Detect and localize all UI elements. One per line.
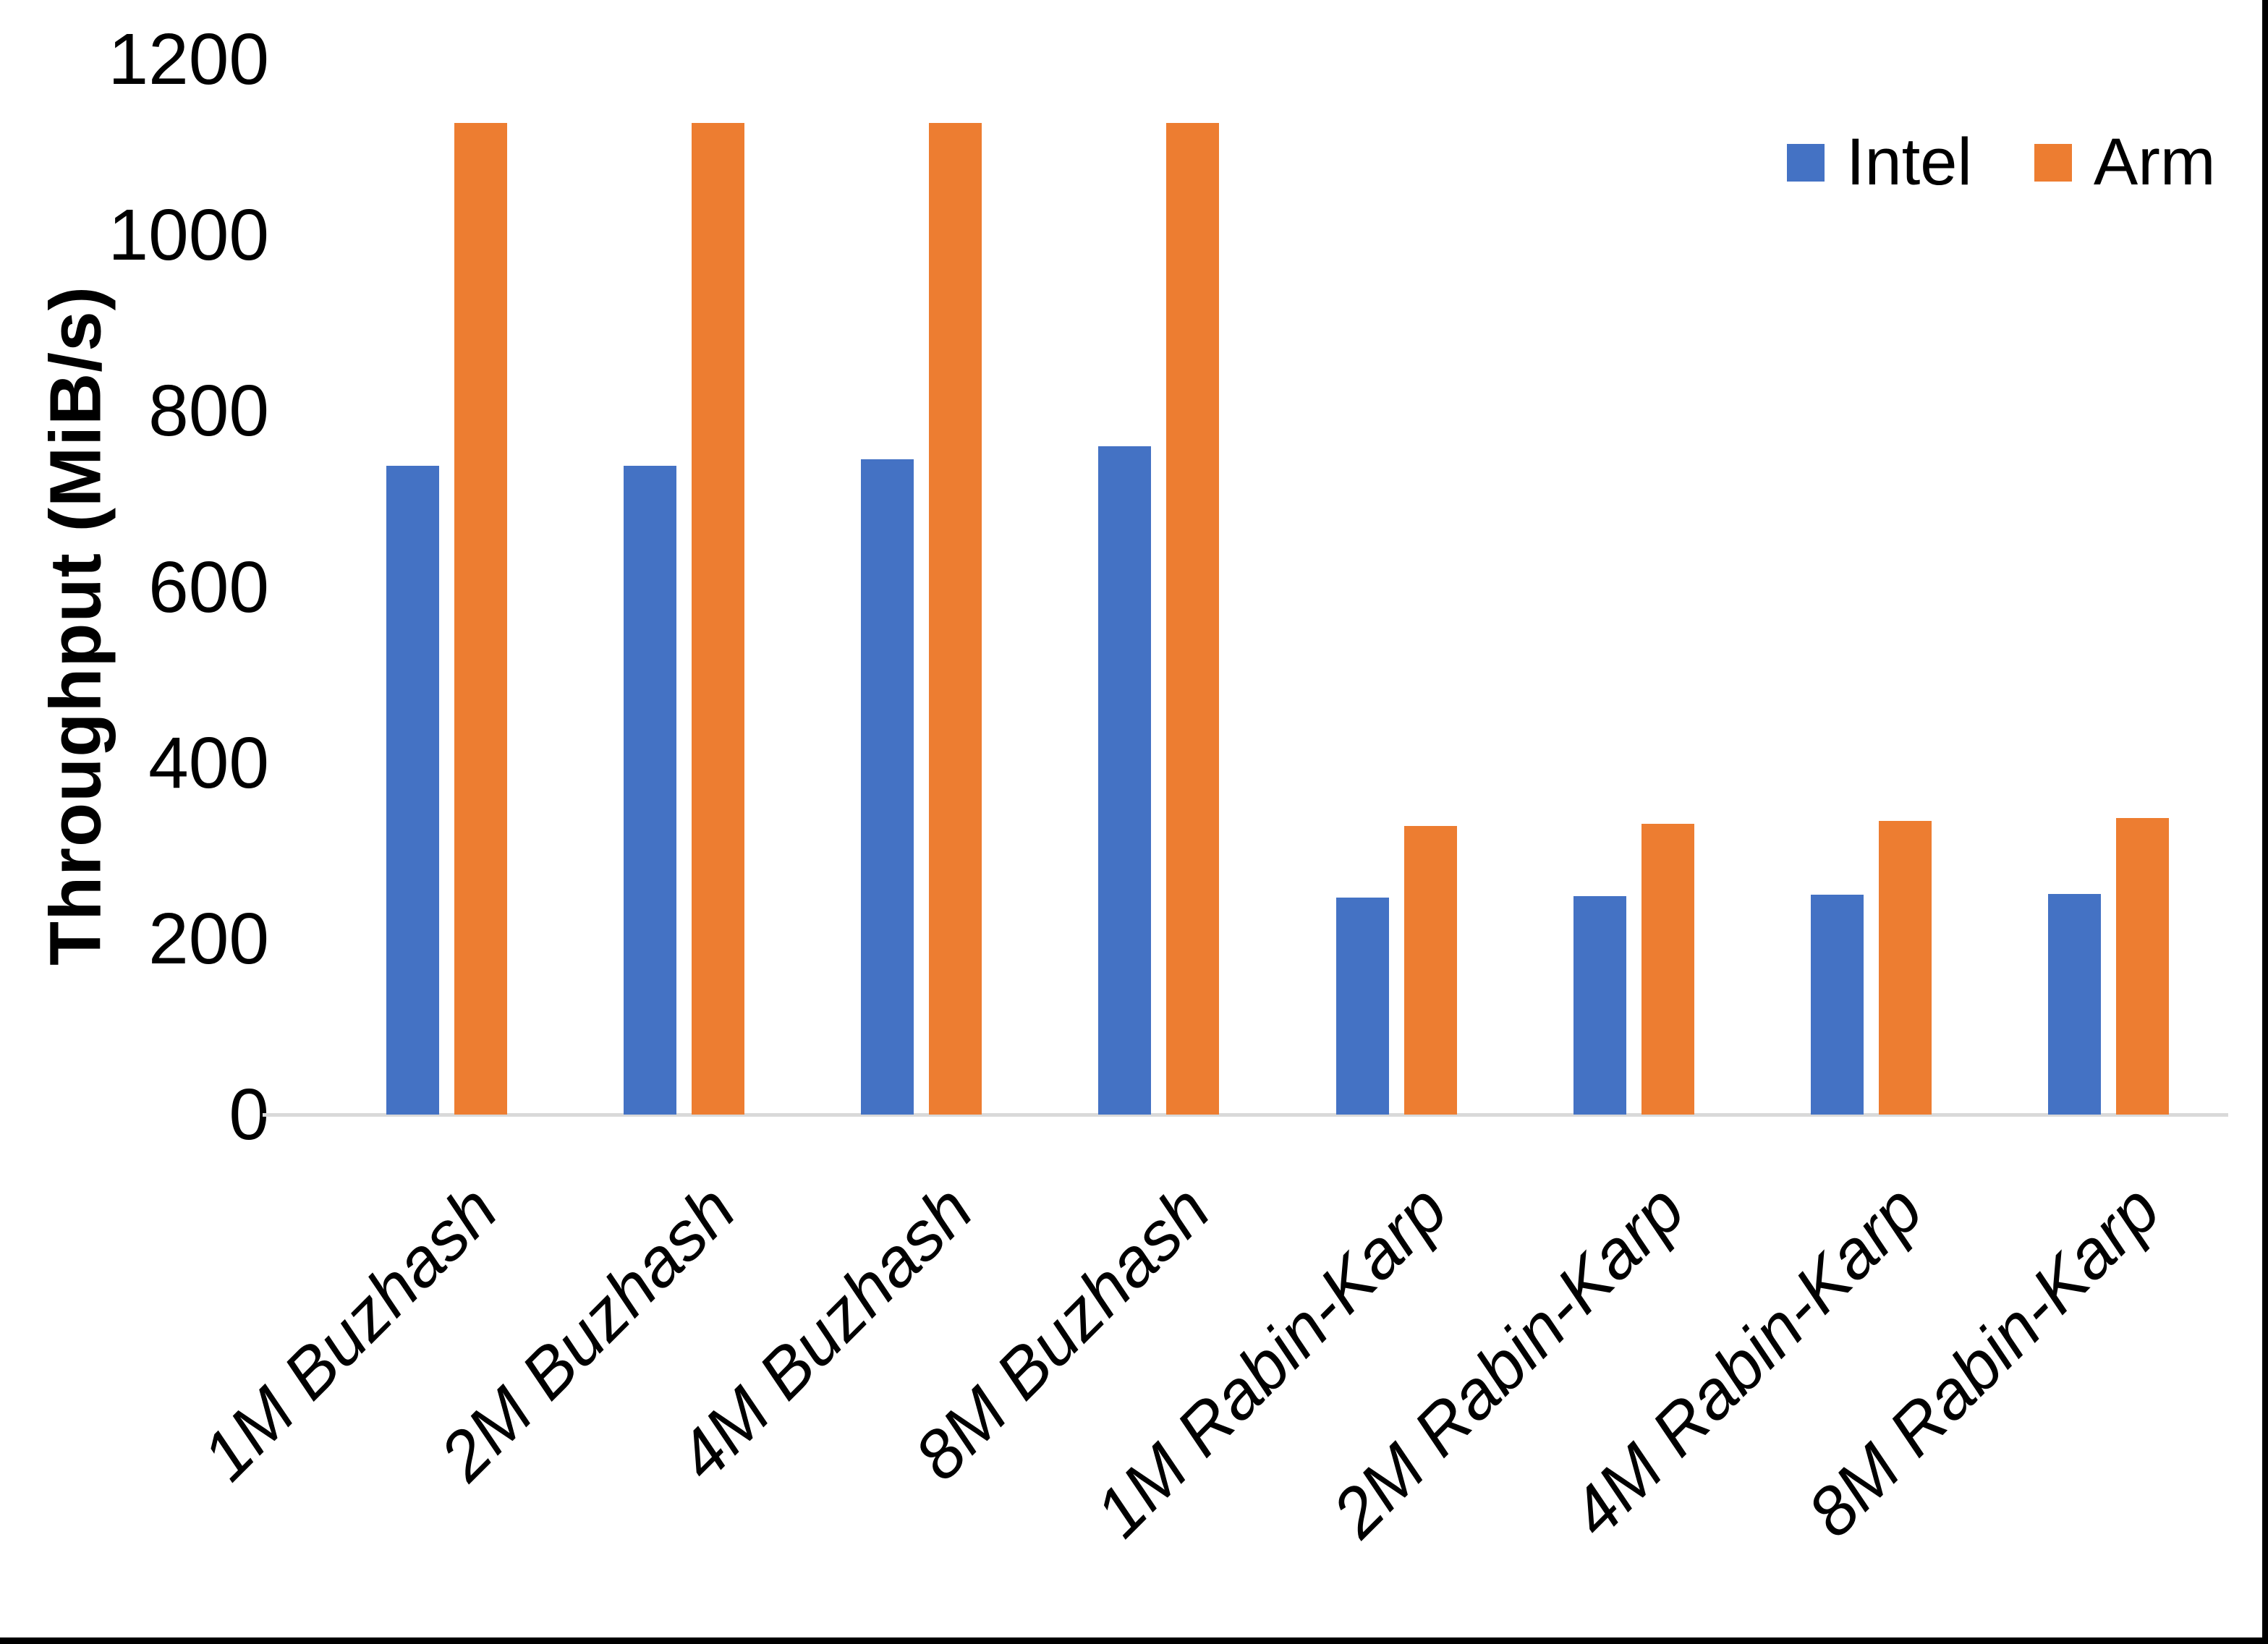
bar-1m-buzhash-arm xyxy=(454,123,507,1115)
bar-8m-buzhash-intel xyxy=(1098,446,1151,1115)
y-tick-label-0: 0 xyxy=(229,1074,269,1155)
bar-8m-rabin-karp-intel xyxy=(2048,894,2101,1115)
bar-4m-rabin-karp-arm xyxy=(1879,821,1932,1115)
y-tick-label-600: 600 xyxy=(148,546,269,628)
bar-4m-buzhash-arm xyxy=(929,123,982,1115)
y-tick-label-800: 800 xyxy=(148,370,269,452)
bar-1m-rabin-karp-arm xyxy=(1404,826,1457,1115)
legend-label-intel: Intel xyxy=(1846,125,1972,199)
bar-4m-buzhash-intel xyxy=(861,459,914,1115)
window-edge-right xyxy=(2262,0,2268,1644)
bar-1m-buzhash-intel xyxy=(386,466,439,1115)
legend-swatch-arm xyxy=(2034,143,2072,182)
bar-8m-buzhash-arm xyxy=(1166,123,1219,1115)
bar-2m-buzhash-arm xyxy=(692,123,744,1115)
bar-8m-rabin-karp-arm xyxy=(2116,818,2169,1115)
bar-2m-rabin-karp-arm xyxy=(1641,824,1694,1115)
window-edge-bottom xyxy=(0,1637,2268,1644)
bar-4m-rabin-karp-intel xyxy=(1811,895,1864,1115)
bar-2m-buzhash-intel xyxy=(624,466,676,1115)
legend-swatch-intel xyxy=(1787,143,1825,182)
x-axis-line xyxy=(263,1113,2228,1117)
y-tick-label-400: 400 xyxy=(148,722,269,804)
bar-1m-rabin-karp-intel xyxy=(1336,898,1389,1115)
y-tick-label-1000: 1000 xyxy=(108,195,269,276)
y-tick-label-200: 200 xyxy=(148,898,269,979)
bar-2m-rabin-karp-intel xyxy=(1573,896,1626,1115)
legend: Intel Arm xyxy=(1787,124,2216,200)
y-tick-label-1200: 1200 xyxy=(108,19,269,100)
legend-label-arm: Arm xyxy=(2093,125,2216,199)
